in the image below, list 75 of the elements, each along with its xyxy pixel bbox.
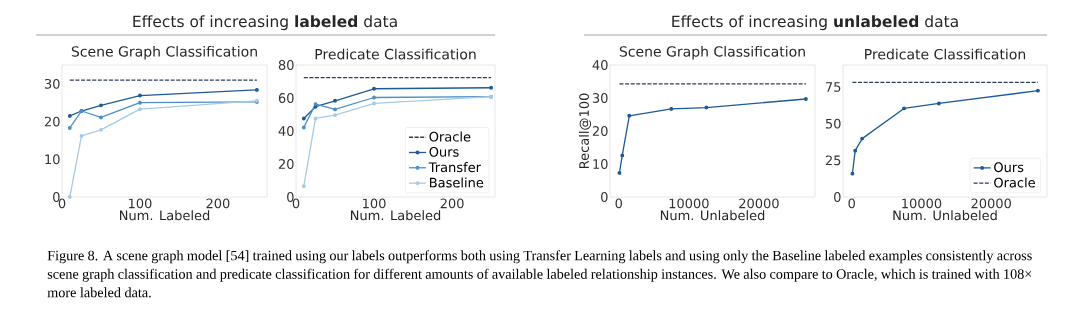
x-tick-label: 20000	[971, 198, 1011, 209]
point	[254, 87, 259, 92]
point	[620, 153, 625, 158]
point	[617, 170, 622, 175]
point	[372, 101, 376, 106]
x-axis-title: Num. Unlabeled	[660, 210, 765, 221]
point	[860, 136, 865, 141]
x-tick-label: 100	[128, 198, 152, 209]
y-tick-label: 30	[44, 78, 60, 89]
y-tick-label: 40	[592, 60, 608, 70]
point	[301, 125, 306, 130]
chart-title: Predicate Classification	[865, 48, 1026, 60]
point	[902, 106, 906, 111]
y-tick-label: 20	[278, 159, 294, 169]
legend-label: Oracle	[429, 131, 471, 142]
y-tick-label: 25	[825, 155, 841, 166]
point	[489, 85, 494, 90]
y-tick-label: 10	[593, 159, 608, 169]
point	[669, 106, 674, 111]
point	[138, 107, 142, 112]
y-axis-title: Recall@100	[578, 93, 592, 169]
point	[67, 195, 72, 199]
point	[138, 100, 142, 105]
y-tick-label: 75	[825, 82, 841, 92]
point	[372, 95, 376, 100]
point	[627, 113, 632, 118]
point	[853, 148, 858, 153]
point	[301, 184, 306, 189]
point	[704, 105, 709, 110]
point	[372, 86, 376, 91]
y-tick-label: 20	[44, 116, 60, 127]
point	[936, 101, 941, 106]
x-tick-label: 0	[615, 198, 623, 209]
point	[850, 171, 855, 176]
point	[333, 107, 337, 112]
point	[67, 126, 72, 130]
text: Effects of increasing unlabeled data	[672, 15, 958, 31]
point	[138, 93, 142, 98]
point	[99, 127, 103, 132]
legend-label: Ours	[429, 146, 459, 157]
x-tick-label: 20000	[739, 198, 779, 209]
legend-label: Baseline	[429, 177, 484, 188]
point	[301, 116, 306, 121]
chart-title: Scene Graph Classification	[619, 45, 805, 60]
x-tick-label: 0	[848, 198, 855, 209]
y-tick-label: 60	[278, 93, 294, 103]
y-tick-label: 40	[278, 126, 294, 136]
x-tick-label: 200	[440, 198, 464, 209]
x-tick-label: 10000	[902, 198, 942, 209]
x-axis-title: Num. Unlabeled	[893, 210, 997, 221]
y-tick-label: 20	[592, 126, 608, 136]
legend-label: Ours	[994, 162, 1024, 173]
text: Effects of increasing labeled data	[133, 15, 397, 31]
chart-title: Scene Graph Classification	[71, 45, 257, 60]
x-axis-title: Num. Labeled	[350, 210, 441, 221]
point	[333, 113, 337, 118]
legend-label: Transfer	[428, 162, 482, 173]
x-tick-label: 200	[206, 198, 230, 209]
point	[67, 113, 72, 118]
point	[803, 97, 808, 101]
y-tick-label: 80	[278, 60, 294, 70]
x-tick-label: 100	[363, 198, 386, 209]
point	[1035, 88, 1040, 93]
x-tick-label: 10000	[669, 198, 709, 209]
x-axis-title: Num. Labeled	[119, 210, 210, 221]
y-tick-label: 50	[825, 118, 841, 129]
y-tick-label: 30	[592, 93, 608, 103]
chart-title: Predicate Classification	[315, 48, 476, 60]
caption: Figure 8. A scene graph model [54] trained using our labels outperforms both using Transfer Learning labels and using only the Baseline labeled examples consistently across scene graph classification and predicate classification for different amounts of available labeled relationship instances. We also compare to Oracle, which is trained with 108× more labeled data.	[47, 250, 1032, 298]
y-tick-label: 10	[45, 154, 60, 165]
point	[99, 103, 103, 108]
point	[99, 115, 103, 120]
point	[333, 98, 337, 103]
legend-label: Oracle	[994, 177, 1035, 188]
point	[79, 133, 84, 138]
